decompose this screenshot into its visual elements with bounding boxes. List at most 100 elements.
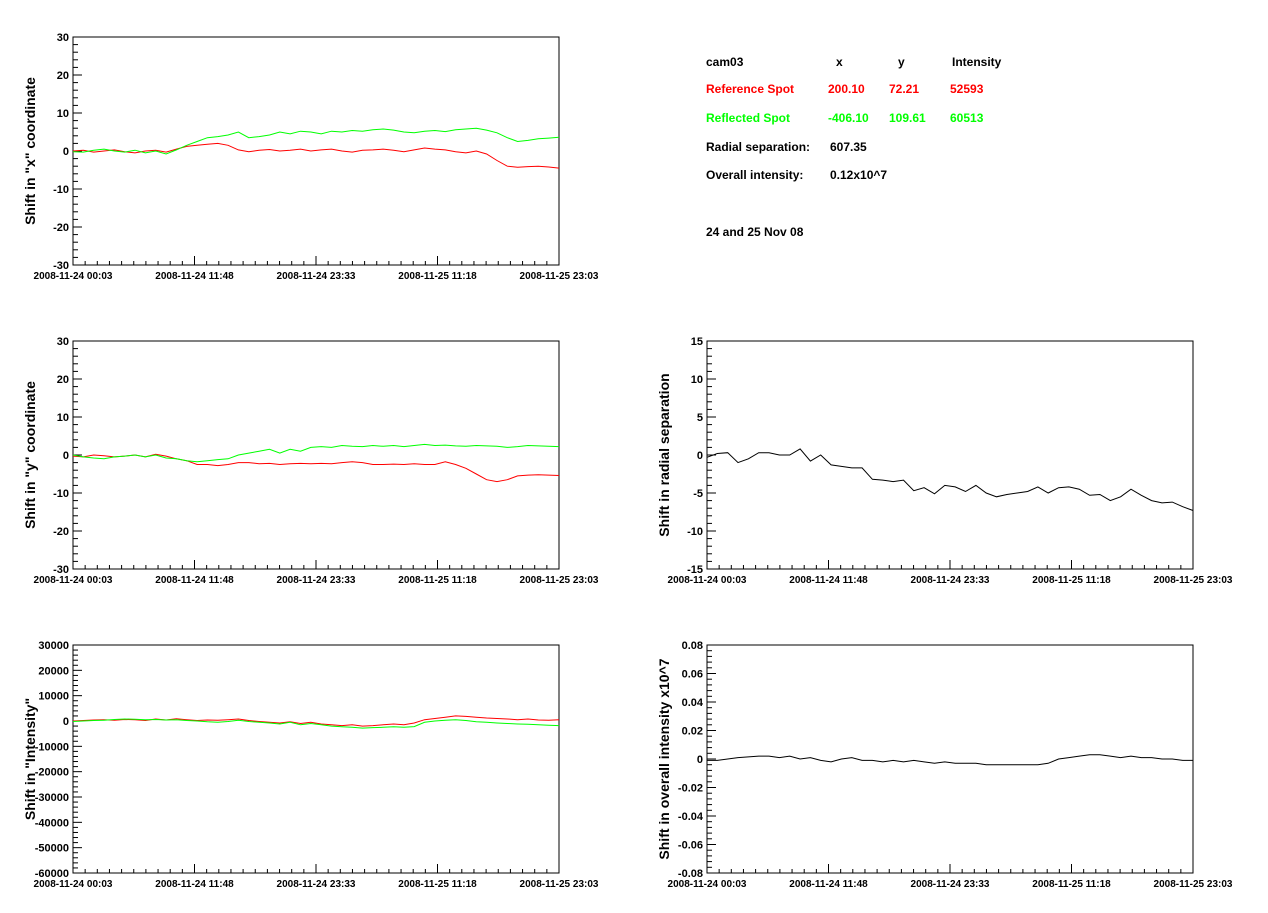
series-line-2	[72, 718, 560, 729]
x-tick-label: 2008-11-25 11:18	[398, 271, 477, 282]
y-tick-label: -10	[687, 526, 703, 538]
x-tick-label: 2008-11-24 00:03	[668, 879, 747, 890]
x-tick-label: 2008-11-24 11:48	[155, 271, 234, 282]
series-line-1	[706, 448, 1194, 511]
x-tick-label: 2008-11-24 23:33	[911, 575, 990, 586]
y-tick-label: 30	[57, 32, 69, 44]
y-tick-label: 0.06	[682, 669, 703, 681]
y-tick-label: -0.08	[678, 868, 703, 880]
y-tick-label: -30	[53, 564, 69, 576]
y-tick-label: 0.02	[682, 726, 703, 738]
reference-spot-intensity: 52593	[950, 82, 984, 96]
y-tick-label: 0.04	[682, 697, 704, 709]
y-tick-label: -10	[53, 488, 69, 500]
x-tick-label: 2008-11-24 00:03	[34, 271, 113, 282]
chart-shift-x: -30 -20 -10 0 10 20 30 2008-11-24 00:03 2008-11-…	[22, 32, 599, 282]
series-line-1	[72, 453, 560, 483]
y-tick-label: -10	[53, 184, 69, 196]
series-line-1	[707, 754, 1193, 766]
plot-frame	[706, 644, 1194, 874]
y-tick-label: 30	[57, 336, 69, 348]
x-tick-label: 2008-11-25 11:18	[398, 575, 477, 586]
x-tick-label: 2008-11-25 11:18	[398, 879, 477, 890]
y-tick-label: 0	[697, 754, 703, 766]
y-tick-label: -40000	[35, 817, 69, 829]
x-tick-label: 2008-11-25 11:18	[1032, 879, 1111, 890]
series-line-1	[72, 142, 560, 169]
y-tick-label: -10000	[35, 741, 69, 753]
x-tick-label: 2008-11-25 23:03	[1154, 575, 1233, 586]
chart-shift-intensity: -60000 -50000 -40000 -30000 -20000 -10000 0 100…	[22, 640, 599, 890]
y-tick-label: 0	[63, 450, 69, 462]
y-tick-label: 10	[57, 412, 69, 424]
x-tick-label: 2008-11-24 00:03	[668, 575, 747, 586]
chart-shift-overall: -0.08 -0.06 -0.04 -0.02 0 0.02 0.04 0.06 0.08 200…	[656, 640, 1233, 890]
plot-frame	[72, 340, 560, 570]
camera-label: cam03	[706, 55, 744, 69]
x-tick-label: 2008-11-24 23:33	[911, 879, 990, 890]
series-line-2	[72, 443, 560, 463]
date-note: 24 and 25 Nov 08	[706, 225, 804, 239]
x-tick-label: 2008-11-24 23:33	[277, 879, 356, 890]
y-axis-title: Shift in overall intensity x10^7	[656, 658, 672, 859]
y-tick-label: 10000	[38, 691, 69, 703]
y-tick-label: -20000	[35, 767, 69, 779]
plot-frame	[72, 644, 560, 874]
reference-spot-x: 200.10	[828, 82, 865, 96]
y-tick-label: 10	[57, 108, 69, 120]
series-line-2	[72, 127, 560, 155]
x-tick-label: 2008-11-24 11:48	[789, 575, 868, 586]
column-y-header: y	[898, 55, 905, 69]
overall-intensity-value: 0.12x10^7	[830, 168, 888, 182]
y-tick-label: -0.06	[678, 840, 703, 852]
y-tick-label: 20	[57, 70, 69, 82]
y-tick-label: 15	[691, 336, 703, 348]
y-tick-label: -0.04	[678, 811, 704, 823]
chart-shift-y: -30 -20 -10 0 10 20 30 2008-11-24 00:03 2008-11-…	[22, 336, 599, 586]
x-tick-label: 2008-11-25 23:03	[1154, 879, 1233, 890]
y-tick-label: -15	[687, 564, 703, 576]
x-tick-label: 2008-11-24 11:48	[155, 879, 234, 890]
y-tick-label: 20	[57, 374, 69, 386]
y-tick-label: 0	[63, 146, 69, 158]
y-tick-label: -50000	[35, 843, 69, 855]
reference-spot-label: Reference Spot	[706, 82, 795, 96]
y-tick-label: 20000	[38, 665, 69, 677]
y-tick-label: 10	[691, 374, 703, 386]
x-tick-label: 2008-11-24 11:48	[155, 575, 234, 586]
radial-separation-label: Radial separation:	[706, 140, 811, 154]
x-tick-label: 2008-11-24 23:33	[277, 575, 356, 586]
y-tick-label: 0	[697, 450, 703, 462]
x-tick-label: 2008-11-25 23:03	[520, 271, 599, 282]
x-tick-label: 2008-11-25 11:18	[1032, 575, 1111, 586]
reference-spot-y: 72.21	[889, 82, 920, 96]
y-tick-label: -20	[53, 526, 69, 538]
y-tick-label: -30	[53, 260, 69, 272]
column-x-header: x	[836, 55, 843, 69]
y-tick-label: -60000	[35, 868, 69, 880]
x-tick-label: 2008-11-24 23:33	[277, 271, 356, 282]
x-tick-label: 2008-11-25 23:03	[520, 575, 599, 586]
y-axis-title: Shift in radial separation	[656, 373, 672, 536]
reflected-spot-y: 109.61	[889, 111, 926, 125]
y-axis-title: Shift in "y" coordinate	[22, 381, 38, 529]
y-tick-label: -5	[693, 488, 703, 500]
y-tick-label: 5	[697, 412, 703, 424]
y-axis-title: Shift in "Intensity"	[22, 698, 38, 820]
column-intensity-header: Intensity	[952, 55, 1002, 69]
y-tick-label: -0.02	[678, 783, 703, 795]
y-tick-label: 0.08	[682, 640, 703, 652]
overall-intensity-label: Overall intensity:	[706, 168, 804, 182]
reflected-spot-x: -406.10	[828, 111, 869, 125]
chart-shift-radial: -15 -10 -5 0 5 10 15 2008-11-24 00:03 2008-11-24…	[656, 336, 1233, 586]
y-tick-label: -30000	[35, 792, 69, 804]
x-tick-label: 2008-11-24 00:03	[34, 879, 113, 890]
y-axis-title: Shift in "x" coordinate	[22, 77, 38, 225]
x-tick-label: 2008-11-24 00:03	[34, 575, 113, 586]
x-tick-label: 2008-11-25 23:03	[520, 879, 599, 890]
radial-separation-value: 607.35	[830, 140, 867, 154]
y-tick-label: -20	[53, 222, 69, 234]
x-tick-label: 2008-11-24 11:48	[789, 879, 868, 890]
reflected-spot-intensity: 60513	[950, 111, 984, 125]
